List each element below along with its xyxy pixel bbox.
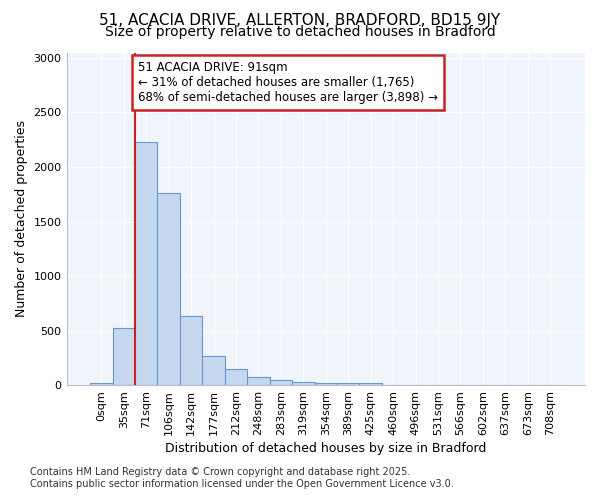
Bar bbox=[337, 383, 359, 385]
Bar bbox=[113, 328, 135, 385]
Text: Contains HM Land Registry data © Crown copyright and database right 2025.
Contai: Contains HM Land Registry data © Crown c… bbox=[30, 468, 454, 489]
Bar bbox=[90, 382, 113, 385]
Text: Size of property relative to detached houses in Bradford: Size of property relative to detached ho… bbox=[104, 25, 496, 39]
Bar bbox=[202, 356, 225, 385]
Bar bbox=[359, 383, 382, 385]
Y-axis label: Number of detached properties: Number of detached properties bbox=[15, 120, 28, 318]
Text: 51 ACACIA DRIVE: 91sqm
← 31% of detached houses are smaller (1,765)
68% of semi-: 51 ACACIA DRIVE: 91sqm ← 31% of detached… bbox=[139, 61, 439, 104]
Bar bbox=[157, 193, 180, 385]
Bar bbox=[225, 368, 247, 385]
X-axis label: Distribution of detached houses by size in Bradford: Distribution of detached houses by size … bbox=[165, 442, 487, 455]
Bar bbox=[314, 383, 337, 385]
Bar bbox=[269, 380, 292, 385]
Bar bbox=[135, 142, 157, 385]
Text: 51, ACACIA DRIVE, ALLERTON, BRADFORD, BD15 9JY: 51, ACACIA DRIVE, ALLERTON, BRADFORD, BD… bbox=[100, 12, 500, 28]
Bar bbox=[292, 382, 314, 385]
Bar bbox=[247, 377, 269, 385]
Bar bbox=[180, 316, 202, 385]
